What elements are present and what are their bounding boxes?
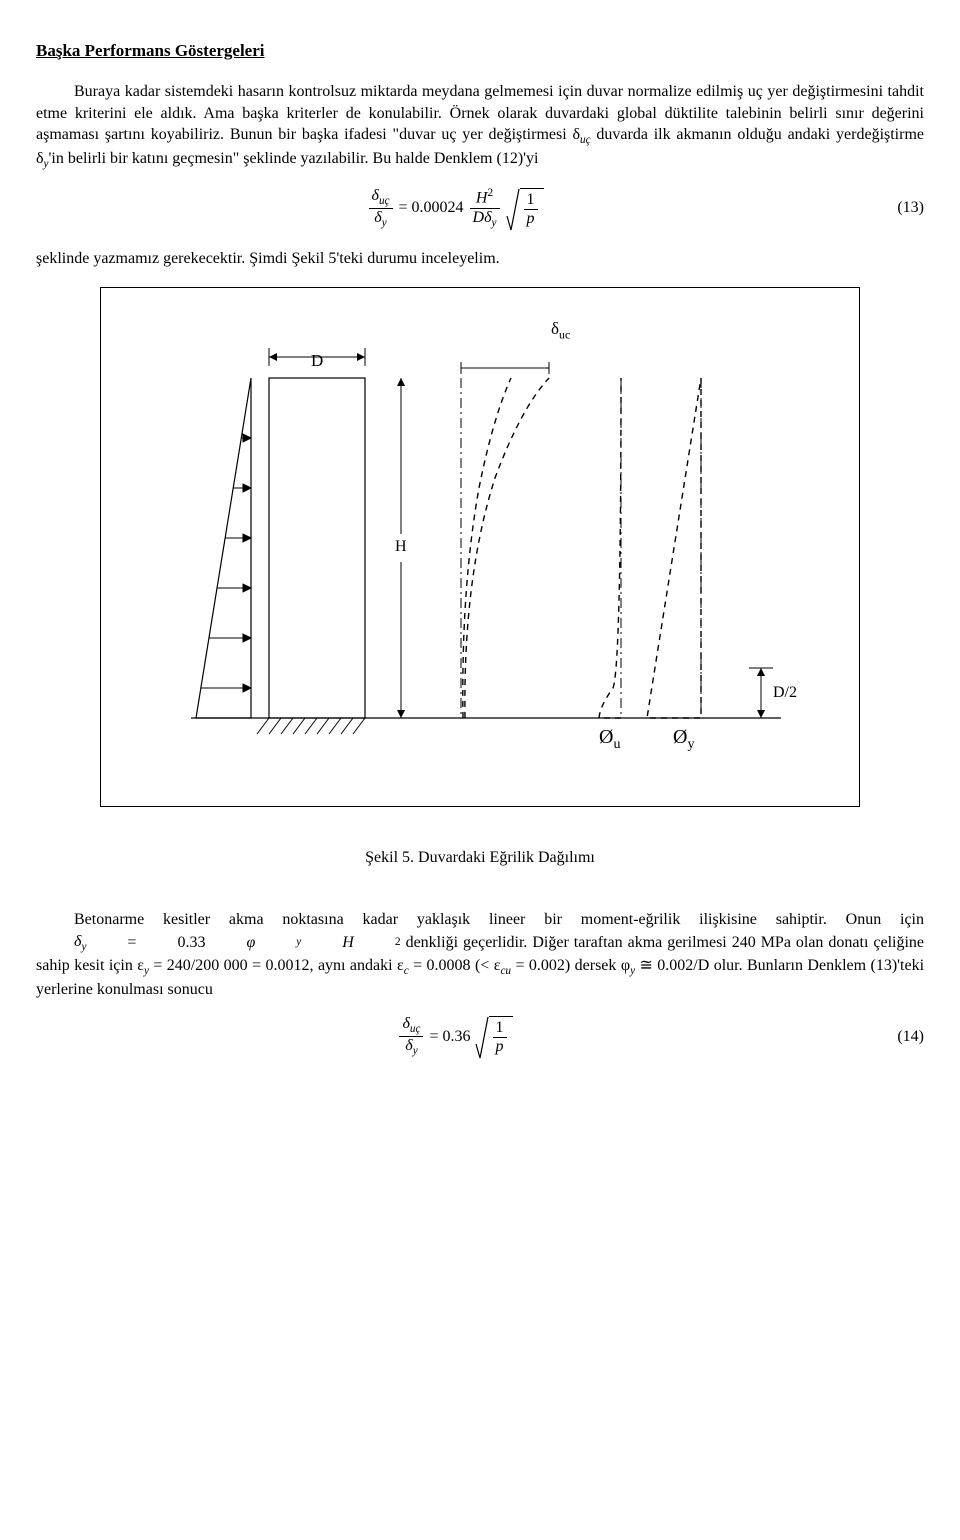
section-heading: Başka Performans Göstergeleri	[36, 40, 924, 63]
eq13-mid-den-sub: y	[492, 217, 497, 229]
figure-5: δuc D H Øu Øy D/2	[100, 287, 860, 807]
fig-label-h: H	[395, 536, 407, 558]
para3a: Betonarme kesitler akma noktasına kadar …	[74, 911, 924, 928]
paragraph-2: şeklinde yazmamız gerekecektir. Şimdi Şe…	[36, 248, 924, 270]
fig-label-d2: D/2	[773, 682, 797, 704]
equation-14-row: δuç δy = 0.36 1 p (14)	[36, 1015, 924, 1058]
paragraph-3: Betonarme kesitler akma noktasına kadar …	[36, 909, 924, 1001]
eq13-lhs-den-sym: δ	[374, 209, 381, 226]
eq14-lhs-den-sym: δ	[405, 1037, 412, 1054]
para3c: = 240/200 000 = 0.0012, aynı andaki ε	[149, 957, 404, 974]
eq13-mid-den-left: D	[473, 209, 485, 226]
paragraph-1: Buraya kadar sistemdeki hasarın kontrols…	[36, 81, 924, 173]
equation-14-number: (14)	[874, 1026, 924, 1048]
equation-13-number: (13)	[874, 197, 924, 219]
equation-13-row: δuç δy = 0.00024 H2 Dδy 1 p	[36, 187, 924, 230]
eq13-lhs-den-sub: y	[382, 217, 387, 229]
fig-label-phi-u: Øu	[599, 724, 620, 755]
figure-5-svg	[101, 288, 859, 806]
eq13-mid-den-sym: δ	[484, 209, 491, 226]
figure-5-caption: Şekil 5. Duvardaki Eğrilik Dağılımı	[36, 847, 924, 869]
eq13-mid-num: H	[476, 189, 488, 206]
eq13-coef: 0.00024	[412, 197, 464, 219]
fig-label-delta-uc: δuc	[551, 318, 570, 342]
equation-14: δuç δy = 0.36 1 p	[36, 1015, 874, 1058]
fig-label-phi-y: Øy	[673, 724, 694, 755]
para1-text-end: 'in belirli bir katını geçmesin" şeklind…	[49, 150, 539, 167]
para3d: = 0.0008 (< ε	[409, 957, 501, 974]
eq13-lhs-num-sub: uç	[379, 195, 390, 207]
eq14-rad-num: 1	[493, 1019, 507, 1037]
para3e: = 0.002) dersek φ	[511, 957, 630, 974]
fig-label-d: D	[311, 350, 323, 373]
eq13-rad-num: 1	[524, 191, 538, 209]
para3d-sub: cu	[500, 965, 511, 977]
eq13-lhs-num-sym: δ	[372, 187, 379, 204]
eq14-rad-den: p	[493, 1038, 507, 1056]
eq13-mid-num-sup: 2	[487, 187, 493, 199]
inline-equation: δy = 0.33φyH2	[36, 931, 401, 955]
equation-13: δuç δy = 0.00024 H2 Dδy 1 p	[36, 187, 874, 230]
para1-sub1: uç	[580, 134, 591, 146]
eq14-coef: 0.36	[443, 1026, 471, 1048]
eq14-lhs-den-sub: y	[413, 1045, 418, 1057]
eq14-lhs-num-sym: δ	[402, 1015, 409, 1032]
eq13-rad-den: p	[524, 210, 538, 228]
eq14-lhs-num-sub: uç	[410, 1023, 421, 1035]
